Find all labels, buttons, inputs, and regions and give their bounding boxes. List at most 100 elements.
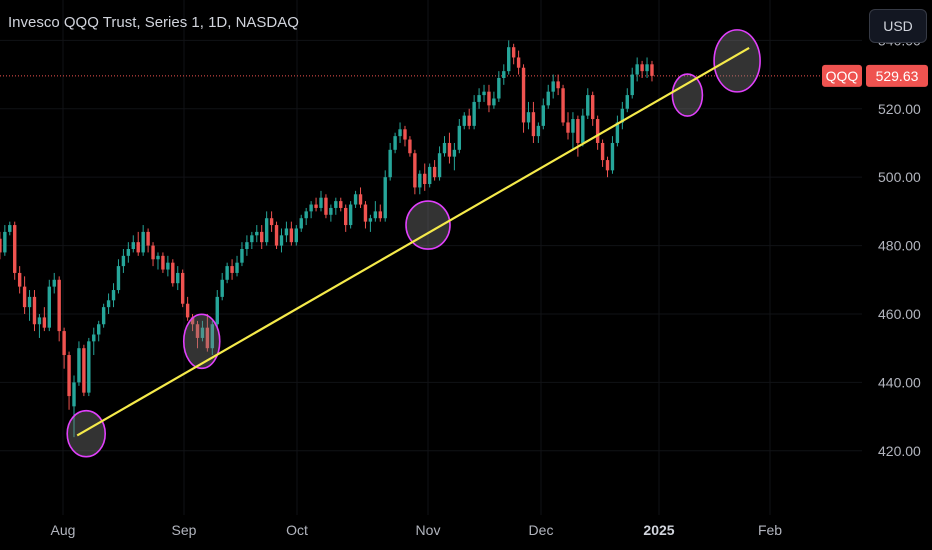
candle [97, 320, 101, 342]
candle [190, 313, 195, 332]
candle [304, 207, 308, 226]
candle [447, 132, 452, 164]
candle [615, 115, 620, 147]
candle [161, 252, 165, 273]
candle [432, 160, 437, 181]
candle [136, 231, 140, 256]
candle [8, 221, 12, 236]
candle [314, 197, 318, 212]
candle [284, 221, 289, 243]
candle [516, 50, 521, 75]
x-tick-label: 2025 [643, 522, 674, 538]
candle [472, 95, 476, 130]
candle [141, 225, 145, 256]
candle [255, 225, 259, 243]
candle [146, 228, 150, 253]
candle [250, 231, 254, 249]
candle [442, 136, 447, 157]
candle [225, 262, 229, 284]
y-tick-label: 480.00 [878, 238, 921, 254]
candle [531, 101, 536, 143]
candle [339, 197, 343, 212]
candle [77, 341, 81, 386]
candle [200, 320, 205, 342]
x-tick-label: Sep [172, 522, 197, 538]
candle [640, 60, 644, 78]
price-label-value: 529.63 [876, 68, 919, 84]
candle [591, 91, 595, 126]
candle [398, 122, 402, 143]
candle [408, 136, 412, 157]
candle [205, 313, 210, 352]
candle [358, 187, 363, 208]
candle [42, 307, 47, 332]
candle [3, 225, 7, 256]
candle [131, 235, 135, 253]
candle [605, 156, 610, 178]
price-label-value-bg [866, 64, 928, 87]
candle [210, 320, 215, 356]
candle [27, 290, 32, 321]
candle [151, 242, 155, 267]
candle [526, 101, 531, 130]
candle [240, 242, 244, 267]
x-tick-label: Aug [51, 522, 76, 538]
candle [299, 214, 303, 232]
candle [566, 112, 570, 140]
trendline[interactable] [76, 46, 750, 437]
candle [625, 88, 629, 113]
y-tick-label: 460.00 [878, 306, 921, 322]
candle [156, 252, 160, 270]
candle [511, 43, 516, 65]
candle [423, 163, 427, 191]
candle [106, 293, 111, 314]
candle [502, 64, 506, 85]
candle [551, 74, 555, 99]
candle [556, 74, 560, 96]
candle [610, 136, 615, 174]
candle [353, 190, 358, 208]
candle [235, 255, 239, 277]
candle [260, 225, 264, 249]
candle [467, 108, 471, 130]
candle [393, 132, 397, 154]
candle [269, 211, 274, 232]
price-axis[interactable]: 420.00440.00460.00480.00500.00520.00540.… [878, 32, 921, 458]
candle [279, 228, 284, 253]
candle [403, 125, 407, 147]
time-axis[interactable]: Aug Sep Oct Nov Dec 2025 Feb [51, 522, 783, 538]
candle [17, 266, 22, 294]
candle [487, 84, 491, 113]
y-tick-label: 500.00 [878, 169, 921, 185]
candle [507, 40, 511, 75]
candle [121, 249, 126, 273]
candle [571, 112, 575, 150]
candle [452, 142, 457, 171]
candle [344, 204, 348, 232]
candle [13, 221, 17, 280]
candle [289, 221, 294, 246]
candle [245, 235, 249, 256]
candle [477, 88, 481, 109]
candle [363, 201, 368, 229]
candle [576, 115, 580, 157]
last-price-label: QQQ 529.63 [822, 64, 928, 87]
y-tick-label: 420.00 [878, 443, 921, 459]
candle [126, 242, 131, 263]
candle [101, 303, 106, 328]
candlestick-series [0, 40, 654, 438]
highlight-circle [671, 73, 704, 117]
candle [645, 57, 649, 78]
price-label-symbol-bg [822, 64, 862, 87]
candle [368, 214, 373, 232]
candle [492, 91, 496, 109]
candle [595, 115, 600, 150]
candle [47, 279, 51, 332]
candle [418, 170, 422, 195]
candle [230, 259, 234, 280]
candle [111, 283, 116, 308]
candle [22, 276, 27, 314]
candle [437, 146, 442, 181]
currency-button[interactable]: USD [869, 9, 927, 43]
